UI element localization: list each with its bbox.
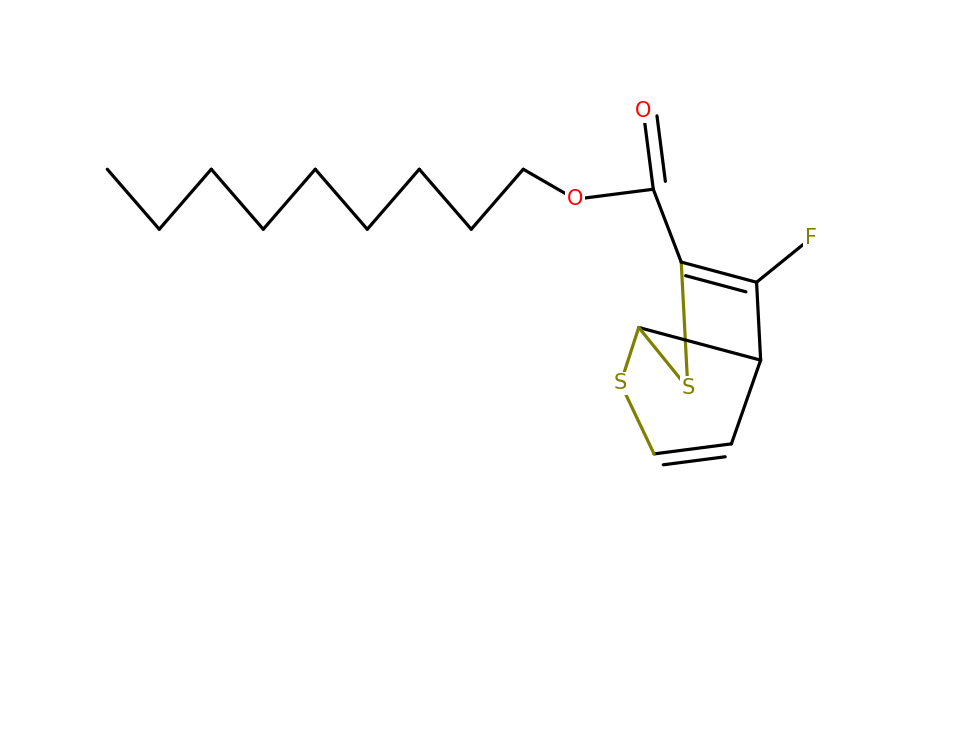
Text: F: F: [805, 228, 817, 248]
Text: O: O: [635, 101, 652, 121]
Text: O: O: [567, 189, 583, 210]
Text: S: S: [614, 373, 628, 393]
Text: S: S: [681, 378, 694, 398]
